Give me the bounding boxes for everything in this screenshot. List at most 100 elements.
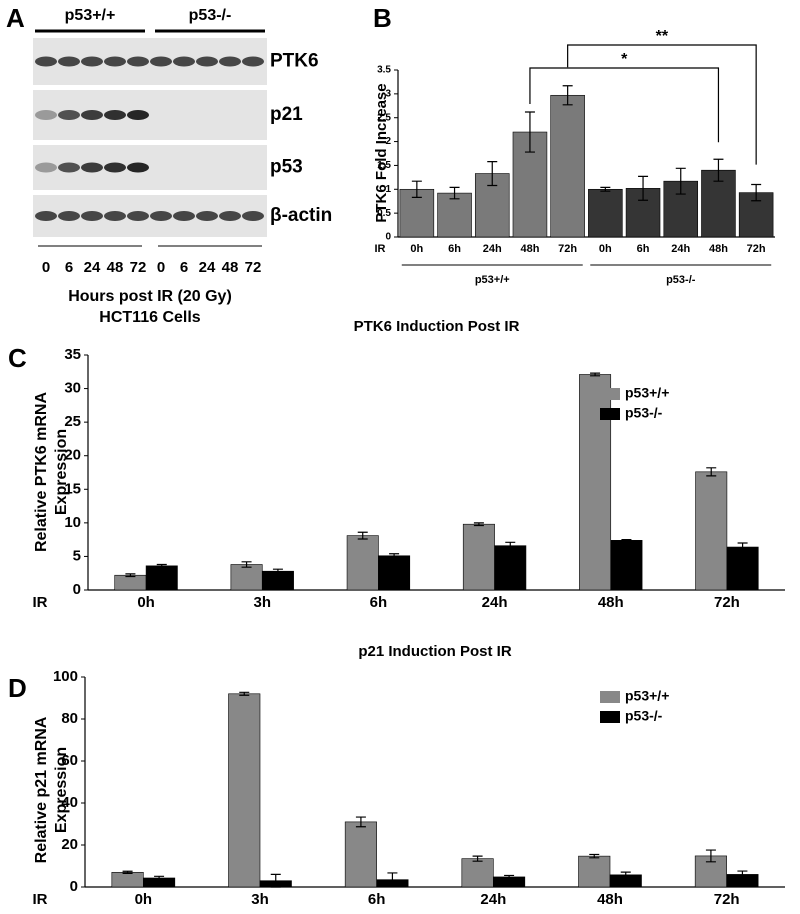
legend-label: p53-/-	[625, 708, 663, 724]
band	[104, 56, 126, 67]
error-bar	[389, 553, 400, 559]
y-tick-label: 2.5	[377, 112, 391, 123]
error-bar	[125, 573, 136, 578]
bar	[437, 192, 472, 238]
bar	[588, 188, 623, 238]
lane-label: 0	[42, 259, 50, 276]
bar	[694, 855, 727, 888]
error-bar	[705, 849, 716, 863]
significance-bracket	[567, 44, 757, 165]
y-tick-label: 40	[61, 794, 78, 811]
x-tick-label: 24h	[482, 594, 508, 611]
bar	[695, 471, 728, 591]
y-tick-label: 25	[64, 413, 81, 430]
group-label: p53-/-	[189, 7, 232, 24]
error-bar	[621, 539, 632, 542]
band	[104, 110, 126, 120]
panel-label: A	[6, 3, 25, 33]
lane-label: 6	[180, 259, 188, 276]
y-axis-label: Relative PTK6 mRNA	[33, 392, 50, 552]
caption: HCT116 Cells	[99, 309, 200, 326]
group-label: p53+/+	[475, 274, 510, 286]
band	[81, 56, 103, 67]
row-label: p21	[270, 104, 303, 125]
band	[127, 110, 149, 120]
error-bar	[487, 161, 498, 187]
chart-title: p21 Induction Post IR	[358, 643, 512, 660]
lane-label: 24	[199, 259, 216, 276]
error-bar	[713, 158, 724, 182]
legend-label: p53+/+	[625, 688, 669, 704]
y-tick-label: 80	[61, 710, 78, 727]
row-label: PTK6	[270, 51, 319, 72]
error-bar	[473, 522, 484, 527]
band	[81, 110, 103, 120]
y-tick-label: 5	[73, 547, 81, 564]
group-label: p53+/+	[65, 7, 116, 24]
error-bar	[737, 870, 748, 879]
band	[35, 211, 57, 221]
x-tick-label: 24h	[671, 243, 690, 255]
x-tick-label: 24h	[483, 243, 502, 255]
panel-label: C	[8, 343, 27, 373]
bar	[145, 565, 178, 591]
band	[81, 211, 103, 221]
y-tick-label: 100	[53, 668, 78, 685]
bar	[261, 570, 294, 591]
band	[242, 211, 264, 221]
x-tick-label: 6h	[368, 891, 386, 908]
x-tick-label: 24h	[480, 891, 506, 908]
y-tick-label: 1	[385, 184, 391, 195]
y-tick-label: 0	[385, 232, 391, 243]
bar	[344, 821, 377, 888]
x-axis-label: IR	[33, 891, 48, 908]
band	[58, 162, 80, 173]
band	[173, 211, 195, 221]
band	[196, 211, 218, 221]
significance-bracket	[529, 67, 720, 143]
significance-label: **	[656, 28, 669, 45]
panel-label: D	[8, 673, 27, 703]
bar	[461, 858, 494, 888]
bar	[579, 374, 612, 591]
error-bar	[524, 111, 535, 153]
error-bar	[154, 875, 165, 881]
y-axis-label: PTK6 Fold Increase	[373, 83, 390, 222]
bar	[726, 546, 759, 591]
x-tick-label: 72h	[714, 891, 740, 908]
bar	[610, 540, 643, 591]
bar	[378, 555, 411, 591]
row-label: p53	[270, 157, 303, 178]
error-bar	[706, 467, 717, 477]
x-tick-label: 72h	[714, 594, 740, 611]
error-bar	[272, 568, 283, 574]
lane-label: 6	[65, 259, 73, 276]
error-bar	[638, 175, 649, 201]
bar	[462, 523, 495, 591]
bar	[550, 94, 585, 238]
x-tick-label: 6h	[637, 243, 650, 255]
error-bar	[620, 871, 631, 879]
y-tick-label: 0	[70, 878, 78, 895]
band	[35, 110, 57, 120]
chart-title: PTK6 Induction Post IR	[354, 318, 520, 335]
y-tick-label: 60	[61, 752, 78, 769]
error-bar	[472, 855, 483, 862]
y-tick-label: 1.5	[377, 160, 391, 171]
band	[150, 211, 172, 221]
bar	[494, 545, 527, 591]
x-tick-label: 48h	[598, 594, 624, 611]
band	[150, 56, 172, 67]
x-tick-label: 6h	[448, 243, 461, 255]
error-bar	[449, 186, 460, 200]
bar	[228, 693, 261, 888]
legend-label: p53+/+	[625, 385, 669, 401]
row-label: β-actin	[270, 205, 332, 226]
legend-swatch	[600, 711, 620, 723]
band	[219, 211, 241, 221]
error-bar	[355, 816, 366, 828]
x-tick-label: 0h	[135, 891, 153, 908]
band	[58, 110, 80, 120]
y-tick-label: 0.5	[377, 208, 391, 219]
